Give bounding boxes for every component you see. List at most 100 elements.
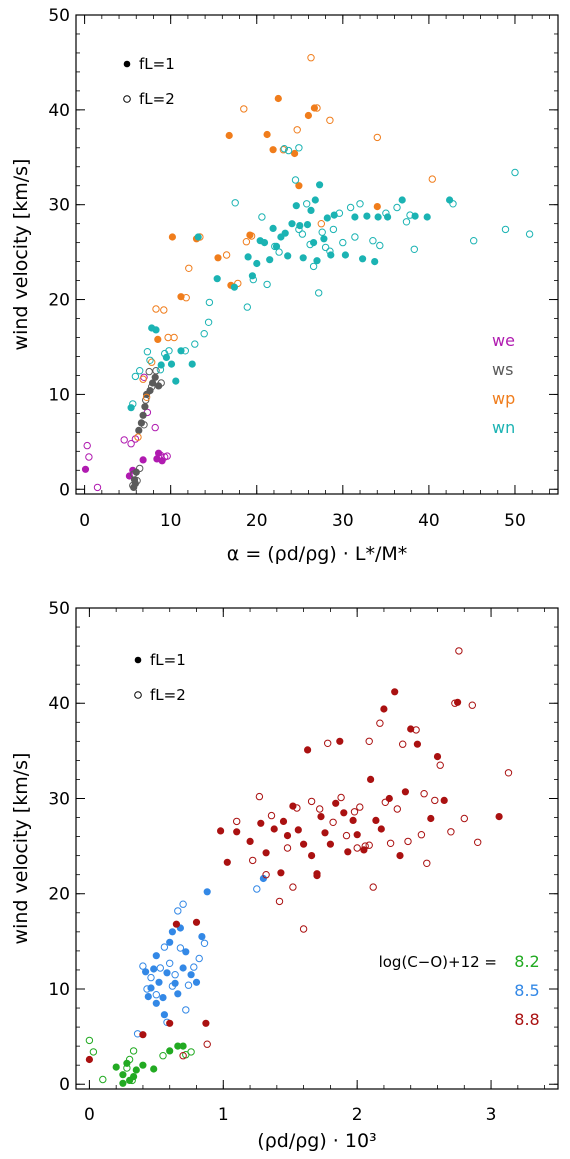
data-point-filled-8.8	[433, 752, 442, 761]
data-point-open-8.2	[85, 1036, 94, 1045]
data-point-filled-wn	[213, 275, 221, 283]
data-point-open-ws	[136, 464, 144, 473]
data-point-filled-wn	[253, 259, 261, 268]
data-point-open-8.5	[195, 954, 203, 963]
data-point-open-wn	[410, 245, 418, 254]
data-point-open-wn	[136, 367, 144, 375]
data-point-filled-8.8	[233, 828, 241, 836]
x-axis-title: α = (ρd/ρg) · L*/M*	[227, 543, 408, 565]
data-point-filled-8.8	[380, 705, 388, 713]
data-point-open-wn	[318, 228, 326, 236]
data-point-open-8.8	[412, 726, 420, 734]
data-point-filled-wp	[269, 146, 277, 154]
data-point-filled-8.2	[119, 1079, 127, 1087]
data-point-filled-8.5	[168, 928, 176, 936]
data-point-filled-8.5	[192, 978, 201, 986]
data-point-filled-wn	[260, 239, 269, 247]
data-point-filled-8.5	[198, 932, 206, 941]
data-point-filled-ws	[141, 403, 149, 411]
data-point-filled-wn	[162, 353, 170, 361]
data-point-open-wp	[373, 133, 381, 142]
data-point-open-wn	[243, 303, 252, 311]
data-point-open-8.8	[337, 793, 345, 802]
data-point-open-wn	[402, 218, 411, 226]
y-tick-label: 50	[48, 599, 70, 619]
data-point-filled-8.8	[495, 812, 503, 821]
data-point-open-8.8	[451, 699, 459, 707]
data-point-open-wn	[335, 209, 344, 217]
data-point-filled-wp	[274, 94, 282, 103]
data-point-open-wn	[284, 146, 293, 155]
data-point-filled-wn	[445, 196, 454, 204]
data-point-open-wn	[315, 289, 323, 297]
data-point-filled-8.5	[159, 993, 167, 1002]
data-point-filled-wn	[423, 213, 431, 221]
data-point-open-8.2	[129, 1047, 138, 1055]
data-point-open-8.8	[361, 842, 369, 850]
data-point-open-8.8	[404, 837, 412, 846]
data-point-open-8.5	[179, 900, 187, 908]
data-point-open-wn	[525, 230, 534, 238]
data-point-filled-8.8	[257, 819, 265, 827]
data-point-open-wn	[329, 225, 338, 234]
data-point-filled-8.5	[152, 999, 160, 1007]
data-point-open-8.8	[289, 883, 297, 891]
data-point-filled-we	[81, 465, 90, 473]
data-point-open-wn	[382, 209, 390, 217]
data-point-filled-wn	[194, 233, 202, 241]
data-point-open-wn	[298, 230, 307, 238]
data-point-open-8.8	[417, 831, 426, 839]
data-point-open-wn	[258, 213, 266, 221]
data-point-filled-8.8	[317, 812, 325, 821]
data-point-open-8.8	[420, 790, 428, 798]
data-point-open-8.2	[123, 1064, 131, 1072]
data-point-open-wn	[129, 400, 137, 408]
data-point-open-wn	[356, 200, 364, 208]
data-point-open-8.8	[283, 844, 292, 852]
data-point-filled-wn	[269, 224, 277, 232]
data-point-open-wn	[146, 356, 154, 364]
y-tick-label: 0	[59, 1075, 70, 1095]
data-point-open-8.8	[267, 811, 276, 820]
data-point-filled-8.8	[270, 825, 278, 833]
y-tick-label: 40	[48, 101, 70, 121]
data-point-filled-8.8	[391, 688, 399, 696]
data-point-open-wp	[134, 433, 142, 441]
data-point-open-8.5	[253, 885, 261, 893]
category-label-wn: wn	[492, 418, 515, 437]
data-point-filled-8.5	[166, 938, 174, 946]
data-point-open-8.8	[436, 761, 444, 769]
data-point-open-wn	[321, 243, 330, 252]
data-point-open-8.8	[423, 859, 431, 867]
data-point-filled-wp	[373, 203, 381, 211]
data-point-filled-8.5	[152, 952, 160, 960]
x-tick-label: 40	[418, 511, 440, 531]
data-point-open-8.8	[233, 817, 241, 826]
data-point-open-wn	[204, 318, 213, 326]
data-point-filled-wp	[295, 182, 303, 190]
data-point-open-8.8	[307, 797, 316, 806]
data-point-open-8.8	[381, 798, 389, 806]
data-point-open-8.8	[431, 796, 439, 805]
data-point-open-wn	[306, 240, 314, 249]
data-point-filled-8.8	[372, 816, 380, 825]
data-point-open-wn	[191, 340, 199, 348]
data-point-open-ws	[130, 470, 138, 478]
data-point-filled-8.8	[299, 840, 308, 848]
data-point-filled-wn	[315, 181, 324, 189]
data-point-open-wn	[165, 347, 173, 355]
data-point-filled-8.8	[246, 837, 254, 846]
data-point-filled-8.8	[332, 799, 340, 807]
data-point-filled-8.5	[174, 990, 182, 998]
data-point-filled-8.8	[440, 796, 448, 805]
x-tick-label: 0	[84, 1105, 95, 1125]
data-point-open-8.8	[455, 647, 463, 655]
data-point-filled-8.5	[187, 971, 195, 979]
data-point-open-wn	[309, 262, 318, 271]
data-point-filled-8.8	[217, 827, 225, 835]
data-point-filled-8.5	[150, 965, 158, 973]
data-point-open-8.5	[160, 943, 169, 951]
data-point-open-8.2	[187, 1048, 195, 1056]
data-point-filled-8.5	[179, 964, 187, 972]
data-point-open-wn	[271, 242, 279, 251]
